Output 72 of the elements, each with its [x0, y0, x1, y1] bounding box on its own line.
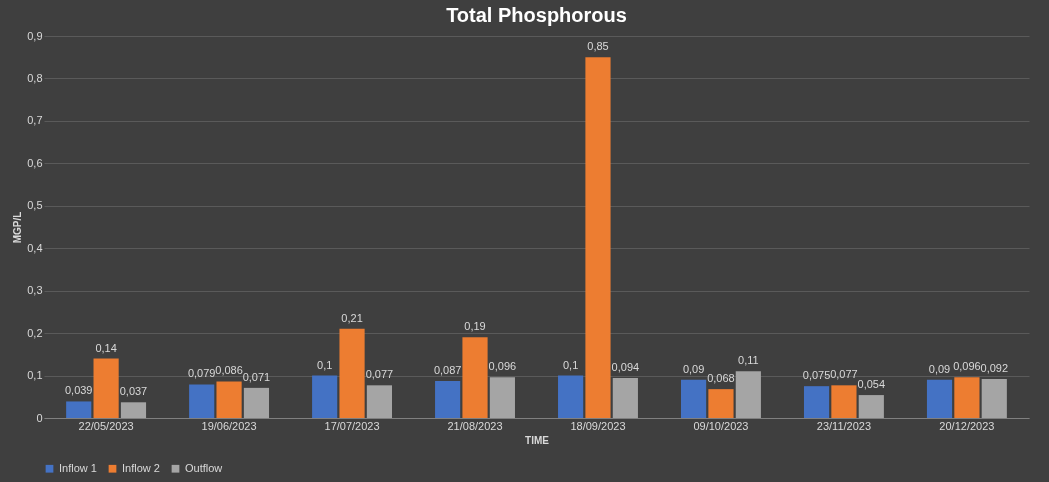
legend-label: Outflow — [185, 461, 223, 474]
x-axis-title: TIME — [525, 434, 550, 446]
y-tick-label: 0,8 — [27, 71, 43, 84]
data-label: 0,14 — [95, 341, 117, 354]
bar — [66, 401, 92, 418]
data-label: 0,039 — [64, 384, 93, 397]
x-tick-label: 21/08/2023 — [447, 419, 503, 432]
bar — [735, 371, 761, 418]
x-tick-label: 23/11/2023 — [816, 419, 872, 432]
bar — [585, 57, 611, 418]
data-label: 0,077 — [365, 368, 394, 381]
bar — [93, 358, 119, 418]
data-label: 0,09 — [928, 362, 951, 375]
bar — [312, 375, 338, 418]
data-label: 0,071 — [242, 370, 271, 383]
data-label: 0,054 — [857, 378, 886, 391]
bar — [366, 385, 393, 418]
bar — [831, 385, 857, 418]
bar — [120, 402, 147, 418]
x-tick-label: 19/06/2023 — [201, 419, 257, 432]
y-tick-label: 0,4 — [27, 241, 43, 254]
y-tick-label: 0,6 — [27, 156, 43, 169]
bar — [858, 395, 884, 418]
bar — [462, 337, 488, 418]
x-tick-label: 09/10/2023 — [693, 419, 749, 432]
y-tick-label: 0 — [36, 411, 43, 424]
data-label: 0,087 — [433, 364, 462, 377]
data-label: 0,086 — [215, 364, 243, 377]
data-label: 0,19 — [464, 320, 486, 333]
x-tick-label: 22/05/2023 — [78, 419, 134, 432]
bar — [489, 377, 515, 418]
x-tick-label: 18/09/2023 — [570, 419, 626, 432]
bar — [339, 328, 365, 418]
data-label: 0,09 — [682, 362, 705, 375]
data-label: 0,21 — [341, 311, 363, 324]
y-tick-label: 0,5 — [27, 199, 43, 212]
bar — [981, 378, 1007, 418]
y-tick-label: 0,1 — [27, 369, 43, 382]
bar — [926, 379, 953, 418]
bar — [954, 377, 980, 418]
y-tick-label: 0,9 — [27, 29, 43, 42]
data-label: 0,092 — [980, 361, 1009, 374]
x-tick-label: 17/07/2023 — [324, 419, 380, 432]
bar — [435, 381, 461, 418]
bar — [189, 384, 215, 418]
data-label: 0,094 — [611, 361, 640, 374]
y-tick-label: 0,7 — [27, 114, 43, 127]
y-tick-label: 0,3 — [27, 284, 43, 297]
data-label: 0,1 — [562, 358, 579, 371]
bar — [243, 387, 270, 418]
data-label: 0,096 — [488, 360, 517, 373]
data-label: 0,077 — [830, 368, 858, 381]
data-label: 0,11 — [738, 354, 759, 367]
data-label: 0,075 — [802, 369, 831, 382]
bar — [708, 389, 734, 418]
bar — [558, 375, 584, 418]
data-label: 0,1 — [317, 358, 333, 371]
data-label: 0,096 — [953, 360, 981, 373]
y-axis-title: MGP/L — [12, 211, 24, 244]
legend-label: Inflow 2 — [122, 461, 160, 474]
bar — [612, 378, 638, 418]
bar — [216, 381, 242, 418]
data-label: 0,068 — [707, 372, 735, 385]
chart-title: Total Phosphorous — [446, 4, 627, 26]
legend-label: Inflow 1 — [59, 461, 97, 474]
data-label: 0,85 — [587, 40, 609, 53]
data-label: 0,037 — [119, 385, 148, 398]
data-label: 0,079 — [187, 367, 216, 380]
x-tick-label: 20/12/2023 — [939, 419, 995, 432]
y-tick-label: 0,2 — [27, 326, 43, 339]
bar — [803, 386, 830, 418]
bar — [680, 379, 707, 418]
